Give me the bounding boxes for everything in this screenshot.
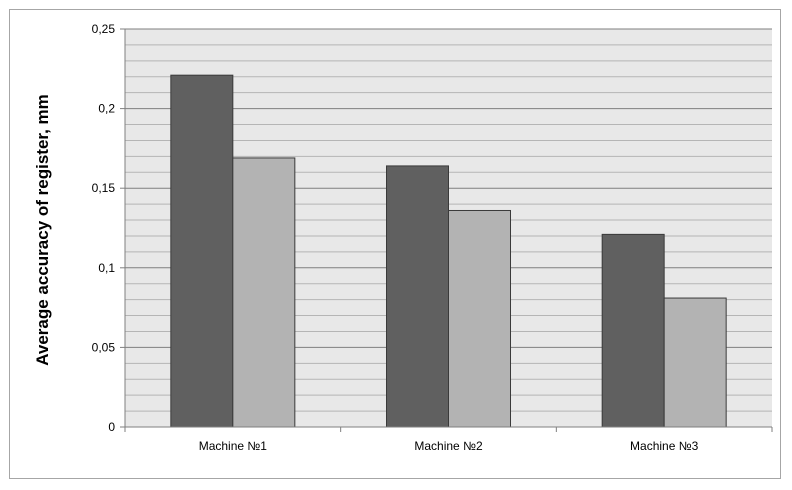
y-tick-label: 0,1 <box>98 261 115 275</box>
y-tick-label: 0,2 <box>98 102 115 116</box>
y-tick-label: 0,25 <box>92 22 116 36</box>
y-tick-label: 0 <box>108 420 115 434</box>
bar <box>232 157 296 428</box>
bar <box>170 74 234 428</box>
y-tick-label: 0,15 <box>92 181 116 195</box>
x-tick-label: Machine №3 <box>630 439 699 453</box>
bar <box>601 233 665 428</box>
bar <box>663 297 727 428</box>
y-axis-title: Average accuracy of register, mm <box>33 94 52 366</box>
x-tick-label: Machine №1 <box>199 439 268 453</box>
bar <box>448 209 511 428</box>
x-tick-label: Machine №2 <box>414 439 483 453</box>
y-tick-label: 0,05 <box>92 340 116 354</box>
bar <box>386 165 449 428</box>
